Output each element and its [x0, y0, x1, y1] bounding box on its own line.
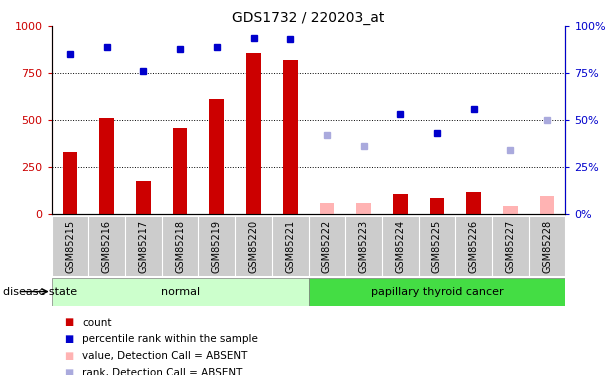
- Text: rank, Detection Call = ABSENT: rank, Detection Call = ABSENT: [82, 368, 243, 375]
- Text: GSM85217: GSM85217: [139, 220, 148, 273]
- Bar: [52, 278, 308, 306]
- Bar: [246, 53, 261, 214]
- Text: GSM85226: GSM85226: [469, 220, 478, 273]
- Text: GSM85215: GSM85215: [65, 220, 75, 273]
- Bar: [356, 203, 371, 214]
- Bar: [99, 118, 114, 214]
- Text: count: count: [82, 318, 112, 327]
- Bar: [210, 99, 224, 214]
- Bar: [466, 192, 481, 214]
- Bar: [136, 181, 151, 214]
- Text: GSM85223: GSM85223: [359, 220, 368, 273]
- Bar: [173, 128, 187, 214]
- Bar: [393, 194, 407, 214]
- Bar: [320, 202, 334, 214]
- Text: GSM85224: GSM85224: [395, 220, 406, 273]
- Text: ■: ■: [64, 334, 73, 344]
- Bar: [308, 278, 565, 306]
- Text: GSM85220: GSM85220: [249, 220, 258, 273]
- Text: papillary thyroid cancer: papillary thyroid cancer: [371, 286, 503, 297]
- Text: ■: ■: [64, 351, 73, 361]
- Text: value, Detection Call = ABSENT: value, Detection Call = ABSENT: [82, 351, 247, 361]
- Bar: [430, 198, 444, 214]
- Bar: [63, 152, 77, 214]
- Text: normal: normal: [161, 286, 199, 297]
- Text: ■: ■: [64, 368, 73, 375]
- Text: GSM85216: GSM85216: [102, 220, 112, 273]
- Text: GSM85219: GSM85219: [212, 220, 222, 273]
- Bar: [52, 217, 565, 276]
- Text: percentile rank within the sample: percentile rank within the sample: [82, 334, 258, 344]
- Text: GSM85225: GSM85225: [432, 220, 442, 273]
- Title: GDS1732 / 220203_at: GDS1732 / 220203_at: [232, 11, 385, 25]
- Text: disease state: disease state: [3, 286, 77, 297]
- Text: GSM85228: GSM85228: [542, 220, 552, 273]
- Text: GSM85218: GSM85218: [175, 220, 185, 273]
- Bar: [503, 206, 518, 214]
- Text: GSM85222: GSM85222: [322, 220, 332, 273]
- Text: GSM85221: GSM85221: [285, 220, 295, 273]
- Text: ■: ■: [64, 318, 73, 327]
- Bar: [283, 60, 297, 214]
- Text: GSM85227: GSM85227: [505, 220, 516, 273]
- Bar: [540, 196, 554, 214]
